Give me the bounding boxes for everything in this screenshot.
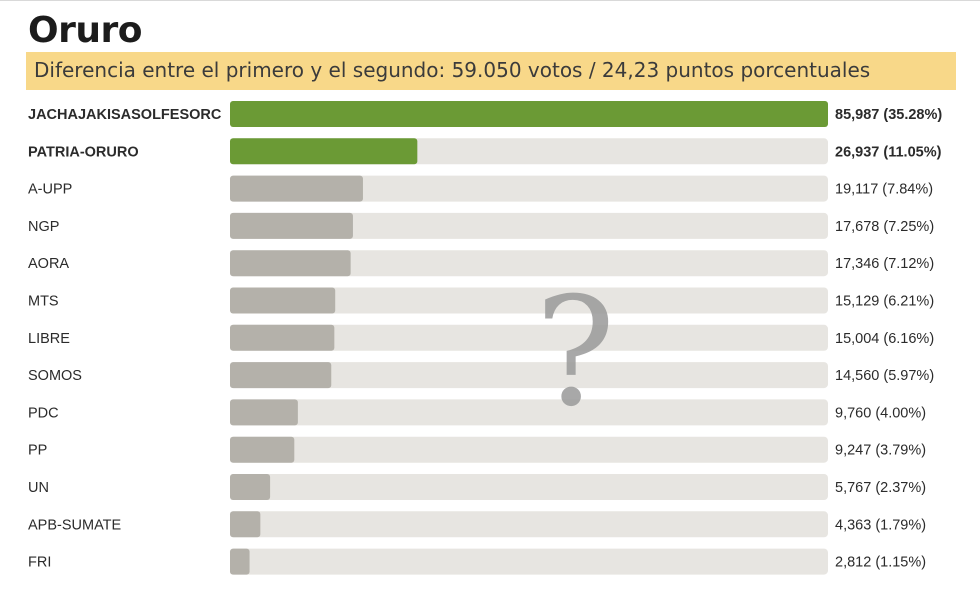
bar-track-pp	[230, 436, 828, 463]
value-label-pdc: 9,760 (4.00%)	[835, 405, 926, 421]
bar-patria-oruro	[230, 138, 418, 165]
bar-a-upp	[230, 175, 363, 202]
bar-track-apb-sumate	[230, 511, 828, 538]
category-label-aora: AORA	[28, 256, 69, 272]
bar-track-somos	[230, 362, 828, 389]
bar-un	[230, 474, 271, 500]
value-label-mts: 15,129 (6.21%)	[835, 294, 934, 310]
bar-pp	[230, 436, 295, 463]
value-label-a-upp: 19,117 (7.84%)	[835, 182, 933, 198]
page-title: Oruro	[28, 10, 142, 51]
banner-text: Diferencia entre el primero y el segundo…	[34, 58, 871, 82]
category-label-ngp: NGP	[28, 219, 59, 235]
value-label-fri: 2,812 (1.15%)	[835, 555, 926, 571]
category-label-a-upp: A-UPP	[28, 182, 72, 198]
category-label-fri: FRI	[28, 555, 51, 571]
bar-libre	[230, 324, 335, 351]
question-mark-overlay: ?	[535, 266, 616, 440]
bar-track-pdc	[230, 399, 828, 426]
bar-ngp	[230, 212, 353, 239]
bar-track-un	[230, 474, 828, 500]
value-label-somos: 14,560 (5.97%)	[835, 368, 934, 384]
bar-track-libre	[230, 324, 828, 351]
bar-track-mts	[230, 287, 828, 314]
bar-track-a-upp	[230, 175, 828, 202]
bar-somos	[230, 362, 332, 389]
value-label-apb-sumate: 4,363 (1.79%)	[835, 517, 926, 533]
bar-track-fri	[230, 548, 828, 575]
value-label-pp: 9,247 (3.79%)	[835, 443, 926, 459]
value-label-ngp: 17,678 (7.25%)	[835, 219, 934, 235]
value-label-libre: 15,004 (6.16%)	[835, 331, 934, 347]
bar-aora	[230, 250, 351, 277]
value-label-un: 5,767 (2.37%)	[835, 480, 926, 496]
category-label-pp: PP	[28, 443, 47, 459]
bar-apb-sumate	[230, 511, 261, 538]
difference-banner: Diferencia entre el primero y el segundo…	[26, 52, 956, 90]
bar-track-aora	[230, 250, 828, 277]
category-label-somos: SOMOS	[28, 368, 82, 384]
category-label-un: UN	[28, 480, 49, 496]
category-label-mts: MTS	[28, 294, 59, 310]
value-label-jachajakisasolfesorc: 85,987 (35.28%)	[835, 107, 942, 123]
value-label-aora: 17,346 (7.12%)	[835, 256, 934, 272]
value-label-patria-oruro: 26,937 (11.05%)	[835, 144, 942, 160]
top-divider	[0, 0, 980, 1]
bar-mts	[230, 287, 336, 314]
category-label-jachajakisasolfesorc: JACHAJAKISASOLFESORC	[28, 107, 222, 123]
bar-fri	[230, 548, 250, 575]
category-label-patria-oruro: PATRIA-ORURO	[28, 144, 139, 160]
bar-jachajakisasolfesorc	[230, 101, 828, 127]
bar-pdc	[230, 399, 298, 426]
category-label-libre: LIBRE	[28, 331, 70, 347]
category-label-apb-sumate: APB-SUMATE	[28, 517, 122, 533]
category-label-pdc: PDC	[28, 405, 59, 421]
bar-track-ngp	[230, 212, 828, 239]
